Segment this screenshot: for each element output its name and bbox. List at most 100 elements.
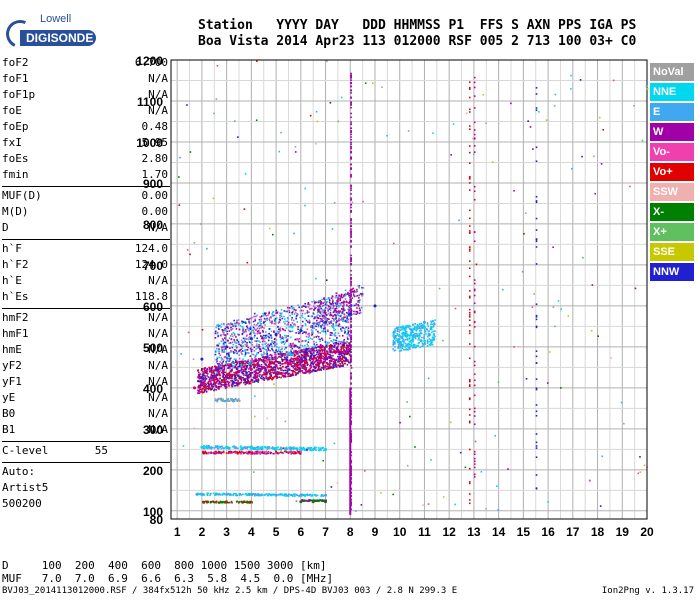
echo-point — [303, 349, 305, 351]
noise-point — [244, 173, 247, 175]
echo-point — [434, 319, 436, 321]
echo-point — [277, 331, 280, 333]
echo-point — [223, 350, 225, 353]
echo-point — [224, 382, 226, 385]
echo-point — [260, 320, 263, 322]
echo-point — [260, 316, 262, 318]
echo-point — [262, 376, 265, 379]
echo-point — [248, 352, 250, 354]
echo-point — [313, 349, 315, 352]
echo-point — [204, 389, 206, 392]
echo-point — [233, 358, 236, 360]
echo-point — [230, 500, 233, 503]
echo-point — [247, 381, 250, 383]
echo-point — [274, 351, 276, 354]
echo-point — [233, 349, 236, 351]
echo-point — [344, 357, 347, 359]
echo-point — [399, 343, 402, 346]
echo-point — [220, 371, 223, 374]
echo-point — [255, 340, 258, 343]
echo-point — [420, 325, 423, 328]
echo-point — [211, 366, 214, 368]
echo-point — [247, 346, 249, 349]
echo-point — [249, 371, 252, 374]
echo-point — [231, 379, 233, 382]
echo-point — [343, 353, 346, 356]
echo-point — [322, 302, 324, 304]
echo-point — [294, 351, 297, 353]
echo-point — [222, 370, 224, 372]
echo-point — [318, 321, 321, 323]
echo-point — [264, 337, 267, 340]
echo-point — [301, 314, 303, 317]
echo-point — [304, 324, 307, 326]
echo-point — [259, 365, 261, 367]
echo-point — [285, 367, 288, 369]
echo-point — [347, 361, 350, 364]
echo-point — [239, 378, 242, 380]
echo-point — [235, 493, 237, 495]
echo-point — [204, 380, 206, 382]
echo-point — [321, 350, 324, 352]
echo-point — [213, 381, 216, 384]
echo-point — [276, 372, 279, 375]
echo-point — [316, 494, 319, 497]
y-tick-label: 400 — [143, 382, 163, 396]
echo-point — [251, 501, 253, 504]
noise-point — [227, 323, 230, 325]
echo-point — [208, 370, 211, 373]
echo-point — [288, 446, 291, 449]
echo-point — [301, 369, 304, 372]
echo-point — [404, 342, 406, 345]
echo-point — [262, 347, 264, 350]
echo-point — [269, 321, 272, 324]
echo-point — [393, 334, 395, 337]
echo-point — [245, 447, 247, 449]
echo-point — [285, 327, 288, 329]
echo-point — [260, 359, 262, 361]
echo-point — [221, 445, 223, 448]
echo-point — [312, 322, 314, 325]
echo-point — [281, 372, 283, 374]
echo-point — [338, 364, 341, 367]
echo-point — [415, 345, 417, 347]
echo-point — [233, 319, 236, 322]
noise-point — [315, 142, 317, 145]
param-value: N/A — [148, 221, 168, 234]
echo-point — [304, 494, 306, 497]
echo-point — [201, 388, 204, 390]
echo-point — [215, 445, 217, 447]
echo-point — [277, 452, 279, 455]
echo-point — [306, 500, 309, 502]
noise-point — [593, 155, 595, 158]
echo-point — [288, 307, 291, 309]
noise-point — [623, 422, 625, 425]
noise-point — [612, 79, 615, 82]
echo-point — [314, 306, 317, 309]
noise-point — [206, 247, 208, 250]
echo-point — [276, 350, 279, 353]
echo-point — [313, 370, 315, 372]
echo-point — [236, 451, 238, 453]
echo-point — [411, 334, 413, 337]
echo-point — [429, 343, 432, 346]
echo-point — [347, 330, 350, 332]
echo-point — [320, 495, 322, 497]
echo-point — [310, 363, 312, 366]
echo-point — [321, 330, 323, 333]
echo-point — [269, 452, 272, 455]
echo-point — [243, 452, 245, 455]
echo-point — [304, 349, 307, 351]
echo-point — [264, 343, 267, 345]
echo-point — [225, 338, 227, 341]
echo-point — [276, 377, 278, 379]
echo-point — [248, 376, 251, 379]
echo-point — [348, 302, 350, 304]
echo-point — [293, 355, 296, 357]
echo-point — [321, 499, 324, 502]
echo-point — [327, 320, 330, 323]
echo-point — [324, 312, 327, 315]
echo-point — [260, 494, 263, 497]
echo-point — [335, 305, 338, 308]
echo-point — [237, 451, 239, 454]
